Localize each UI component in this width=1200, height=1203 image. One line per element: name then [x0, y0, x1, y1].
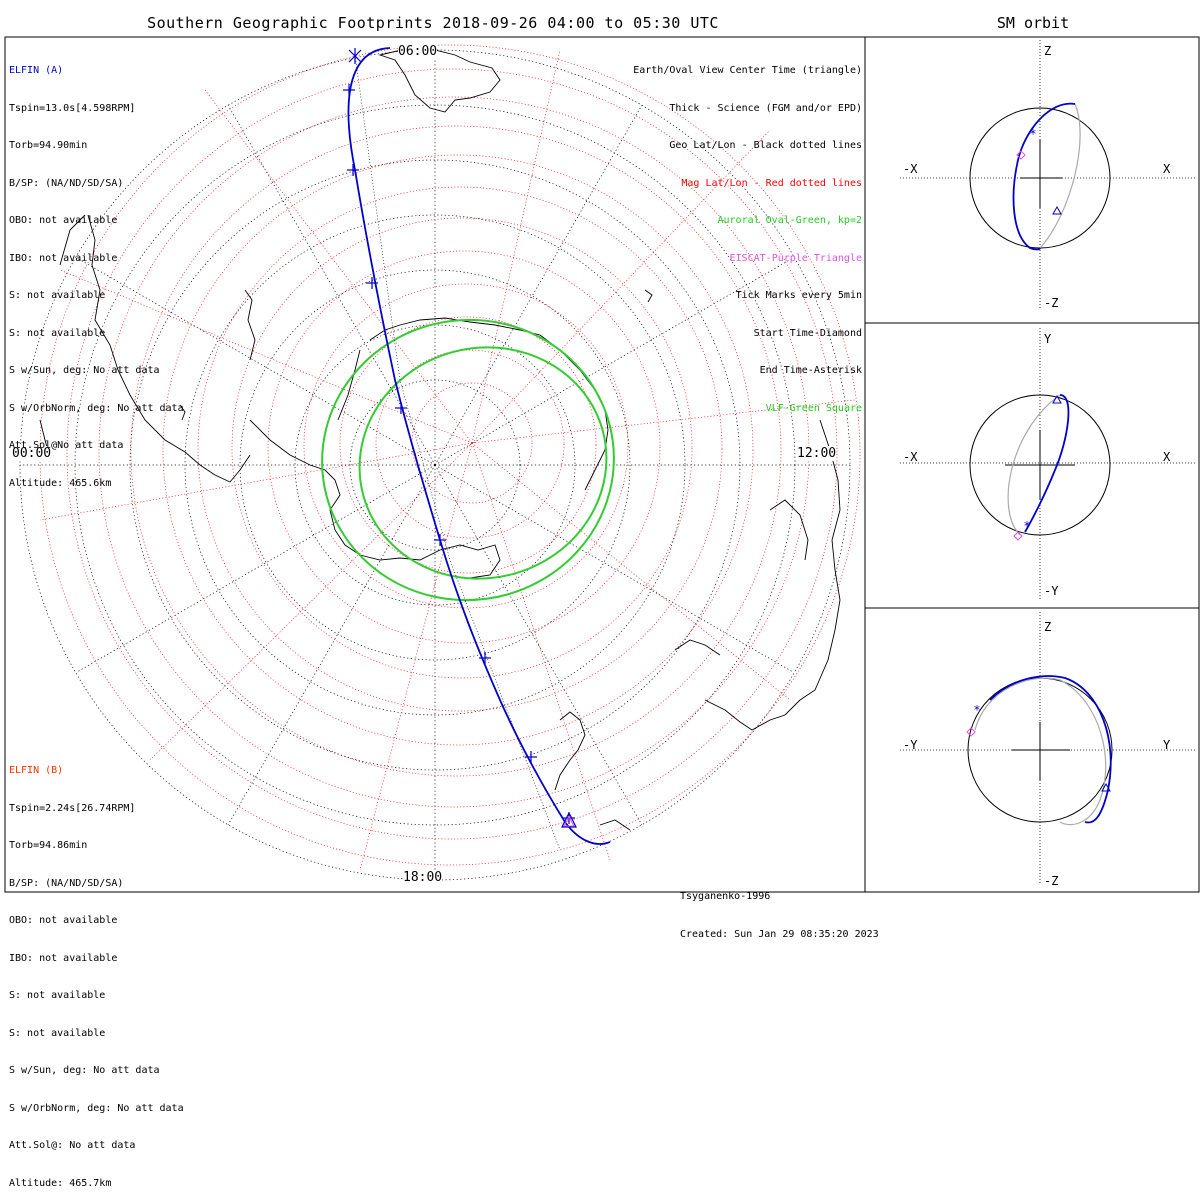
legend-entry: EISCAT-Purple Triangle	[729, 252, 862, 264]
sm3-right-label: Y	[1163, 738, 1171, 752]
sat-b-line: S: not available	[9, 990, 106, 1001]
svg-text:*: *	[974, 703, 980, 717]
legend-entry: VLF-Green Square	[765, 402, 862, 414]
sm2-bottom-label: -Y	[1044, 584, 1059, 598]
sm1-left-label: -X	[903, 162, 918, 176]
legend-entry: Auroral Oval-Green, kp=2	[717, 215, 863, 226]
model-label: Tsyganenko-1996	[680, 891, 771, 902]
legend-entry: Geo Lat/Lon - Black dotted lines	[669, 140, 862, 151]
sm-panel-xy: *	[900, 328, 1195, 600]
footprint-map: * * *	[4, 36, 1200, 893]
sm1-right-label: X	[1163, 162, 1171, 176]
sm-panel-xz: *	[900, 40, 1195, 310]
sat-b-line: OBO: not available	[9, 915, 118, 926]
sm-orbit-title: SM orbit	[996, 14, 1070, 32]
sat-b-line: S w/Sun, deg: No att data	[9, 1065, 160, 1076]
elfin-a-trace	[354, 54, 561, 851]
polar-map	[19, 44, 861, 881]
sat-a-line: Tspin=13.0s[4.598RPM]	[9, 102, 136, 114]
legend-entry: Earth/Oval View Center Time (triangle)	[633, 65, 862, 76]
hour-label-bottom: 18:00	[403, 870, 443, 885]
legend-entry: Thick - Science (FGM and/or EPD)	[669, 102, 862, 114]
sat-a-info: ELFIN (A) Tspin=13.0s[4.598RPM] Torb=94.…	[9, 40, 184, 503]
start-asterisk	[348, 48, 362, 64]
created-label: Created: Sun Jan 29 08:35:20 2023	[680, 928, 879, 940]
sat-a-line: Att.Sol@No att data	[9, 440, 124, 451]
sat-a-line: S: not available	[9, 290, 106, 301]
sat-a-line: IBO: not available	[9, 252, 118, 264]
sm3-top-label: Z	[1044, 620, 1052, 634]
legend-entry: Start Time-Diamond	[753, 327, 862, 339]
svg-text:*: *	[1024, 519, 1030, 533]
sat-b-line: IBO: not available	[9, 952, 118, 964]
sm2-top-label: Y	[1044, 332, 1052, 346]
sm3-bottom-label: -Z	[1044, 874, 1059, 888]
coastlines	[39, 47, 841, 831]
auroral-oval	[321, 318, 615, 602]
sat-b-line: S: not available	[9, 1027, 106, 1039]
legend-entry: Mag Lat/Lon - Red dotted lines	[681, 177, 862, 189]
footer: Tsyganenko-1996 Created: Sun Jan 29 08:3…	[680, 866, 879, 954]
sat-a-line: Altitude: 465.6km	[9, 477, 112, 489]
eiscat-triangle	[563, 815, 575, 827]
sm1-bottom-label: -Z	[1044, 296, 1059, 310]
sat-a-line: S: not available	[9, 327, 106, 339]
sat-b-line: Tspin=2.24s[26.74RPM]	[9, 802, 136, 814]
sat-b-line: S w/OrbNorm, deg: No att data	[9, 1102, 184, 1114]
sat-a-line: Torb=94.90min	[9, 140, 88, 151]
sat-b-line: Att.Sol@: No att data	[9, 1140, 136, 1151]
sm2-right-label: X	[1163, 450, 1171, 464]
hour-label-right: 12:00	[797, 446, 837, 461]
hour-label-left: 00:00	[12, 446, 52, 461]
chart-title: Southern Geographic Footprints 2018-09-2…	[147, 14, 719, 32]
legend-entry: Tick Marks every 5min	[735, 290, 862, 301]
sm-panel-yz: *	[900, 612, 1195, 885]
tick-marks	[343, 84, 575, 824]
sat-a-line: B/SP: (NA/ND/SD/SA)	[9, 177, 124, 189]
sat-b-name: ELFIN (B)	[9, 765, 64, 776]
sm3-left-label: -Y	[903, 738, 918, 752]
legend-entry: End Time-Asterisk	[759, 365, 862, 376]
svg-text:*: *	[1030, 127, 1036, 141]
elfin-a-track	[347, 47, 611, 845]
sat-b-line: B/SP: (NA/ND/SD/SA)	[9, 877, 124, 889]
hour-label-top: 06:00	[398, 44, 438, 59]
sat-b-line: Torb=94.86min	[9, 840, 88, 851]
sm1-top-label: Z	[1044, 44, 1052, 58]
sat-b-info: ELFIN (B) Tspin=2.24s[26.74RPM] Torb=94.…	[9, 740, 184, 1203]
sat-b-line: Altitude: 465.7km	[9, 1177, 112, 1189]
legend: Earth/Oval View Center Time (triangle) T…	[633, 40, 862, 428]
view-center-triangle	[561, 811, 577, 828]
sm-frame	[864, 36, 1200, 893]
sat-a-line: S w/OrbNorm, deg: No att data	[9, 402, 184, 414]
sat-a-name: ELFIN (A)	[9, 65, 64, 76]
sat-a-line: OBO: not available	[9, 215, 118, 226]
sm2-left-label: -X	[903, 450, 918, 464]
sat-a-line: S w/Sun, deg: No att data	[9, 365, 160, 376]
